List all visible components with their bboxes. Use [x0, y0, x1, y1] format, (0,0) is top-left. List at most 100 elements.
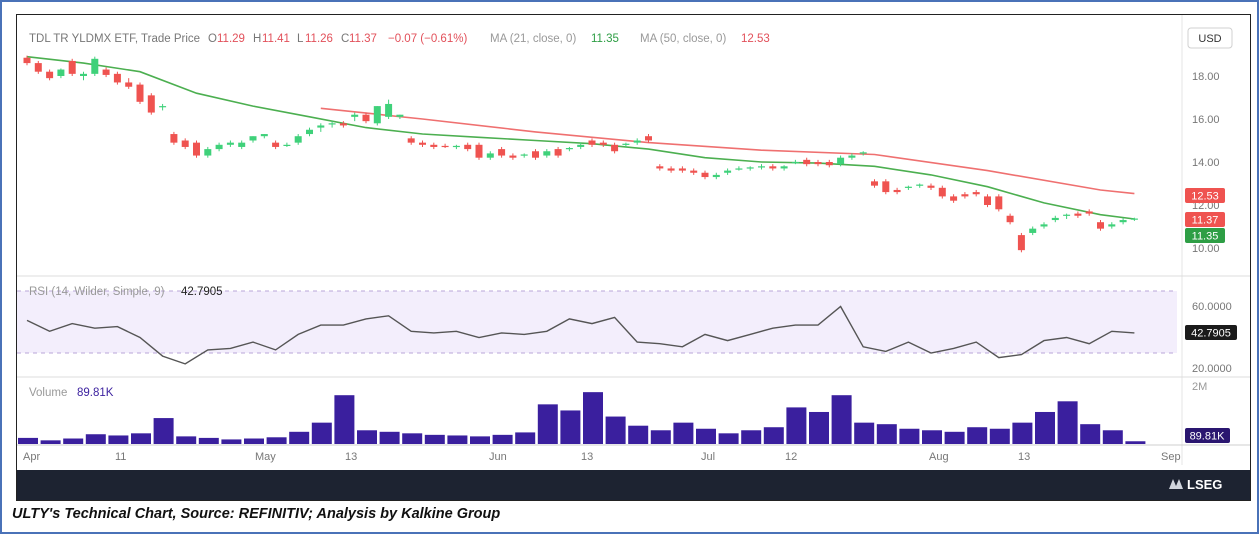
volume-bar	[673, 422, 694, 444]
candle	[667, 166, 675, 173]
rsi-tick-label: 60.0000	[1192, 301, 1232, 313]
candle	[791, 159, 799, 165]
volume-bar	[334, 395, 355, 444]
candle-body	[272, 142, 280, 147]
candle	[362, 112, 370, 124]
volume-bar	[447, 435, 468, 444]
candle-body	[712, 174, 720, 178]
legend-row: TDL TR YLDMX ETF, Trade Price O 11.29 H …	[29, 33, 770, 45]
candle	[351, 112, 359, 122]
price-tick-label: 16.00	[1192, 114, 1220, 126]
candle	[294, 134, 302, 145]
volume-bar	[696, 428, 716, 444]
candle	[407, 136, 415, 145]
candle-body	[339, 123, 347, 126]
candle	[215, 142, 223, 152]
candle	[464, 142, 472, 152]
candle-body	[215, 144, 223, 150]
open-value: 11.29	[217, 33, 245, 45]
candle	[622, 142, 630, 147]
candle	[509, 153, 517, 160]
candle-body	[882, 181, 890, 193]
volume-bar	[967, 427, 988, 444]
candle	[554, 146, 562, 158]
candle	[498, 146, 506, 158]
candle	[441, 143, 449, 149]
symbol-label: TDL TR YLDMX ETF, Trade Price	[29, 33, 200, 45]
close-value: 11.37	[349, 33, 377, 45]
candle-body	[972, 192, 980, 195]
candle-body	[961, 194, 969, 197]
candle	[825, 159, 833, 168]
volume-bar	[379, 431, 400, 444]
candle	[283, 142, 291, 147]
ma21-value: 11.35	[591, 33, 619, 45]
candle	[181, 138, 189, 150]
volume-bar	[153, 418, 174, 444]
time-axis-label: 13	[345, 451, 357, 463]
candle-body	[803, 159, 811, 165]
volume-bar	[763, 427, 784, 444]
candle-body	[543, 151, 551, 156]
candle-body	[1085, 211, 1093, 214]
candle-body	[1119, 220, 1127, 223]
candle-body	[373, 106, 381, 124]
candle	[1130, 217, 1138, 221]
currency-button[interactable]: USD	[1187, 27, 1233, 49]
volume-bar	[854, 422, 875, 444]
candle-body	[984, 196, 991, 205]
rsi-badge-value: 42.7905	[1191, 328, 1231, 340]
volume-bar	[221, 439, 242, 444]
candle-body	[34, 63, 42, 72]
volume-bar	[1102, 430, 1123, 444]
change-value: −0.07 (−0.61%)	[388, 33, 467, 45]
candle	[588, 138, 596, 147]
candle	[916, 183, 924, 188]
candle-body	[1017, 235, 1025, 251]
candle-body	[678, 168, 686, 171]
candle	[136, 82, 144, 104]
candle-body	[520, 154, 528, 156]
candle-body	[611, 144, 619, 152]
time-axis-label: Apr	[23, 451, 40, 463]
candle-body	[351, 114, 359, 117]
candle-body	[950, 196, 958, 201]
candle	[712, 172, 720, 180]
close-price-badge: 11.37	[1185, 212, 1225, 227]
candle-body	[565, 148, 573, 150]
candle	[147, 93, 155, 115]
candle	[1063, 213, 1071, 219]
candle-body	[1029, 228, 1037, 233]
candle	[452, 144, 460, 150]
candle	[46, 69, 54, 81]
candle-body	[328, 123, 336, 125]
candle-body	[181, 140, 189, 147]
candle	[950, 194, 958, 203]
time-axis-label: 13	[1018, 451, 1030, 463]
candle-body	[927, 185, 935, 188]
rsi-tick-label: 20.0000	[1192, 363, 1232, 375]
price-tick-label: 14.00	[1192, 157, 1220, 169]
candle	[611, 142, 619, 154]
ma50-value: 12.53	[741, 33, 770, 45]
volume-bar	[311, 422, 332, 444]
volume-bar	[1012, 422, 1033, 444]
candle	[373, 106, 381, 126]
candle-body	[622, 143, 630, 145]
candle-body	[283, 144, 291, 146]
candle-body	[814, 162, 822, 165]
candle	[23, 55, 31, 66]
time-axis-label: May	[255, 451, 276, 463]
rsi-layer	[26, 305, 1135, 365]
candle	[1074, 211, 1082, 218]
ma50-layer	[320, 107, 1135, 195]
candle-body	[317, 125, 325, 128]
time-axis-label: 11	[115, 451, 126, 463]
candle-body	[995, 196, 1003, 210]
candle-body	[859, 152, 867, 154]
volume-bar	[63, 438, 84, 444]
rsi-line	[26, 305, 1135, 365]
price-chart-panel: TDL TR YLDMX ETF, Trade Price O 11.29 H …	[16, 14, 1251, 501]
candle	[1097, 220, 1104, 231]
